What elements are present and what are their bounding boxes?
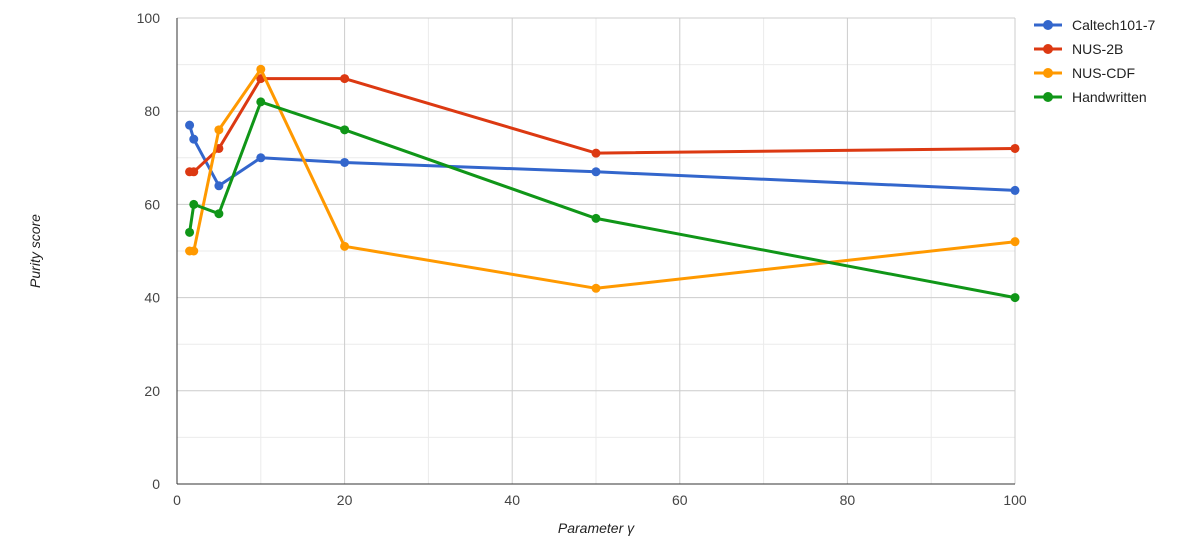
data-point-handwritten (256, 97, 266, 107)
grid (177, 17, 1016, 484)
data-point-handwritten (340, 125, 350, 135)
y-tick-label: 0 (152, 476, 160, 492)
x-tick-label: 80 (840, 492, 856, 508)
legend-swatch-dot (1043, 44, 1053, 54)
data-point-handwritten (189, 199, 199, 209)
axes (176, 18, 1015, 485)
tick-labels: 0 20 40 60 80 100 0 20 40 60 80 100 (137, 10, 1027, 508)
data-point-caltech101-7 (189, 134, 199, 144)
legend-label: Caltech101-7 (1072, 17, 1155, 33)
legend-swatch-dot (1043, 20, 1053, 30)
legend-item-handwritten: Handwritten (1034, 89, 1147, 105)
data-point-nus-2b (189, 167, 199, 177)
legend: Caltech101-7 NUS-2B NUS-CDF Handwritten (1034, 17, 1155, 105)
x-tick-label: 100 (1003, 492, 1027, 508)
y-tick-label: 100 (137, 10, 161, 26)
series-nus-cdf (185, 64, 1020, 293)
series-line-nus-cdf (188, 67, 1017, 290)
data-point-nus-2b (340, 74, 350, 84)
data-point-nus-cdf (189, 246, 199, 256)
data-point-nus-2b (1010, 143, 1020, 153)
y-tick-label: 20 (144, 383, 160, 399)
legend-item-nus-cdf: NUS-CDF (1034, 65, 1135, 81)
series-caltech101-7 (185, 120, 1020, 195)
data-point-caltech101-7 (1010, 185, 1020, 195)
data-point-handwritten (591, 213, 601, 223)
y-tick-label: 40 (144, 290, 160, 306)
series-handwritten (185, 97, 1020, 303)
data-point-handwritten (1010, 293, 1020, 303)
x-tick-label: 60 (672, 492, 688, 508)
data-point-handwritten (214, 209, 224, 219)
legend-item-caltech101-7: Caltech101-7 (1034, 17, 1155, 33)
data-point-nus-2b (591, 148, 601, 158)
data-point-nus-cdf (256, 64, 266, 74)
data-point-caltech101-7 (214, 181, 224, 191)
data-point-nus-cdf (591, 283, 601, 293)
data-point-nus-cdf (340, 241, 350, 251)
y-tick-label: 80 (144, 103, 160, 119)
x-axis-title: Parameter γ (558, 520, 635, 536)
series-nus-2b (185, 74, 1020, 177)
data-point-caltech101-7 (591, 167, 601, 177)
data-point-nus-cdf (1010, 237, 1020, 247)
legend-label: NUS-CDF (1072, 65, 1135, 81)
data-point-handwritten (185, 227, 195, 237)
y-axis-title: Purity score (27, 214, 43, 288)
x-tick-label: 0 (173, 492, 181, 508)
data-point-caltech101-7 (340, 157, 350, 167)
series-line-handwritten (188, 100, 1017, 300)
data-point-caltech101-7 (256, 153, 266, 163)
data-point-nus-cdf (214, 125, 224, 135)
x-tick-label: 20 (337, 492, 353, 508)
x-tick-label: 40 (504, 492, 520, 508)
y-tick-label: 60 (144, 196, 160, 212)
series (185, 64, 1020, 303)
legend-item-nus-2b: NUS-2B (1034, 41, 1123, 57)
legend-label: Handwritten (1072, 89, 1147, 105)
legend-label: NUS-2B (1072, 41, 1123, 57)
data-point-caltech101-7 (185, 120, 195, 130)
legend-swatch-dot (1043, 92, 1053, 102)
legend-swatch-dot (1043, 68, 1053, 78)
